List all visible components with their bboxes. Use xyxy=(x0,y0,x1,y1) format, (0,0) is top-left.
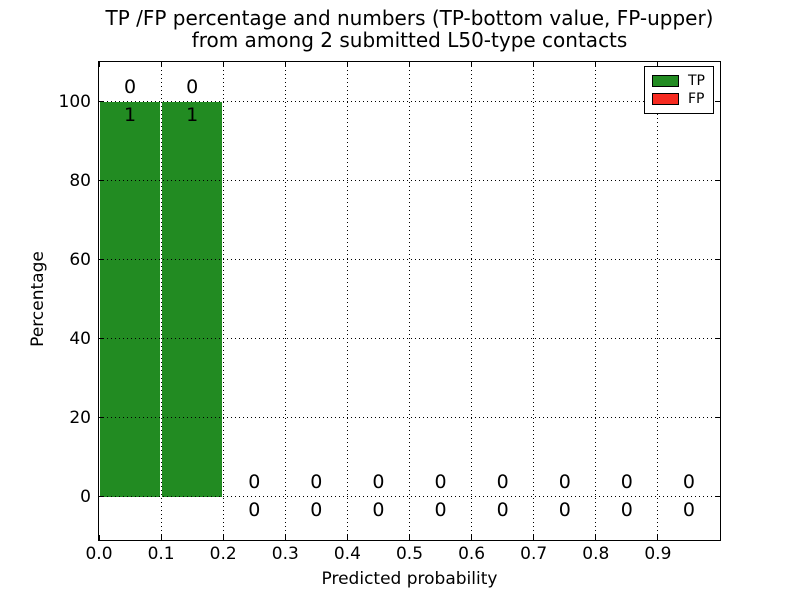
grid-line-vertical xyxy=(222,62,224,540)
x-tick-label: 0.0 xyxy=(85,544,113,564)
y-tick-label: 20 xyxy=(69,407,91,428)
fp-count-label: 0 xyxy=(496,470,509,493)
legend-label-tp: TP xyxy=(688,73,705,89)
tp-count-label: 0 xyxy=(620,498,633,521)
x-tick-mark xyxy=(346,535,348,540)
x-tick-label: 0.8 xyxy=(582,544,610,564)
legend-row-tp: TP xyxy=(652,72,705,90)
x-tick-label: 0.3 xyxy=(271,544,299,564)
fp-count-label: 0 xyxy=(558,470,571,493)
y-tick-label: 80 xyxy=(69,170,91,191)
chart-title: TP /FP percentage and numbers (TP-bottom… xyxy=(99,7,720,51)
y-tick-mark xyxy=(99,417,104,419)
fp-count-label: 0 xyxy=(186,75,199,98)
plot-area: TP FP 0 1 0 1 0 0 0 0 0 0 0 0 0 0 0 0 0 0 0 0 xyxy=(98,61,721,541)
x-tick-label: 0.1 xyxy=(147,544,175,564)
y-tick-label: 40 xyxy=(69,328,91,349)
x-tick-mark xyxy=(222,535,224,540)
fp-count-label: 0 xyxy=(682,470,695,493)
grid-line-vertical xyxy=(471,62,473,540)
tp-count-label: 1 xyxy=(124,103,137,126)
y-tick-mark-right xyxy=(715,338,720,340)
fp-count-label: 0 xyxy=(124,75,137,98)
x-tick-label: 0.9 xyxy=(644,544,672,564)
x-tick-mark-top xyxy=(409,62,410,67)
y-tick-mark xyxy=(99,101,104,102)
tp-count-label: 0 xyxy=(372,498,385,521)
tp-bar xyxy=(162,101,223,497)
grid-line-vertical xyxy=(657,62,659,540)
chart-title-line1: TP /FP percentage and numbers (TP-bottom… xyxy=(105,6,714,30)
x-tick-mark-top xyxy=(657,62,659,67)
chart-title-line2: from among 2 submitted L50-type contacts xyxy=(191,28,628,52)
fp-count-label: 0 xyxy=(310,470,323,493)
x-tick-label: 0.4 xyxy=(333,544,361,564)
y-tick-label: 100 xyxy=(58,91,91,112)
legend-swatch-tp xyxy=(652,75,679,87)
y-tick-mark-right xyxy=(715,101,720,102)
grid-line-vertical xyxy=(595,62,597,540)
y-tick-mark xyxy=(99,259,104,261)
x-tick-mark-top xyxy=(98,62,100,67)
y-tick-mark xyxy=(99,180,104,181)
x-tick-mark-top xyxy=(346,62,348,67)
y-tick-mark-right xyxy=(715,496,720,498)
tp-count-label: 1 xyxy=(186,103,199,126)
x-tick-mark xyxy=(533,535,535,540)
grid-line-vertical xyxy=(409,62,410,540)
legend-row-fp: FP xyxy=(652,90,705,108)
y-tick-mark-right xyxy=(715,180,720,181)
x-tick-mark-top xyxy=(160,62,162,67)
tp-count-label: 0 xyxy=(434,498,447,521)
tp-count-label: 0 xyxy=(248,498,261,521)
x-tick-label: 0.5 xyxy=(395,544,424,564)
x-tick-mark xyxy=(160,535,162,540)
fp-count-label: 0 xyxy=(372,470,385,493)
x-tick-label: 0.6 xyxy=(458,544,486,564)
fp-count-label: 0 xyxy=(248,470,261,493)
x-tick-label: 0.2 xyxy=(209,544,237,564)
y-tick-mark xyxy=(99,338,104,340)
grid-line-vertical xyxy=(160,62,162,540)
x-tick-label: 0.7 xyxy=(520,544,548,564)
y-tick-label: 60 xyxy=(69,249,91,270)
grid-line-vertical xyxy=(284,62,286,540)
x-tick-mark xyxy=(409,535,410,540)
x-tick-mark xyxy=(657,535,659,540)
x-tick-mark-top xyxy=(284,62,286,67)
x-tick-mark xyxy=(284,535,286,540)
fp-count-label: 0 xyxy=(620,470,633,493)
legend-label-fp: FP xyxy=(688,91,705,107)
x-tick-mark xyxy=(595,535,597,540)
tp-count-label: 0 xyxy=(682,498,695,521)
x-axis-label: Predicted probability xyxy=(321,569,498,589)
tp-count-label: 0 xyxy=(558,498,571,521)
fp-count-label: 0 xyxy=(434,470,447,493)
y-tick-label: 0 xyxy=(80,486,91,507)
x-tick-mark-top xyxy=(533,62,535,67)
x-tick-mark xyxy=(471,535,473,540)
x-tick-mark-top xyxy=(471,62,473,67)
x-tick-mark-top xyxy=(222,62,224,67)
tp-count-label: 0 xyxy=(496,498,509,521)
x-tick-mark-top xyxy=(595,62,597,67)
legend-swatch-fp xyxy=(652,93,679,105)
y-tick-mark-right xyxy=(715,417,720,419)
y-tick-mark xyxy=(99,496,104,498)
x-tick-mark xyxy=(98,535,100,540)
tp-count-label: 0 xyxy=(310,498,323,521)
grid-line-vertical xyxy=(533,62,535,540)
y-tick-mark-right xyxy=(715,259,720,261)
legend: TP FP xyxy=(644,66,714,114)
grid-line-vertical xyxy=(346,62,348,540)
tp-bar xyxy=(100,101,161,497)
